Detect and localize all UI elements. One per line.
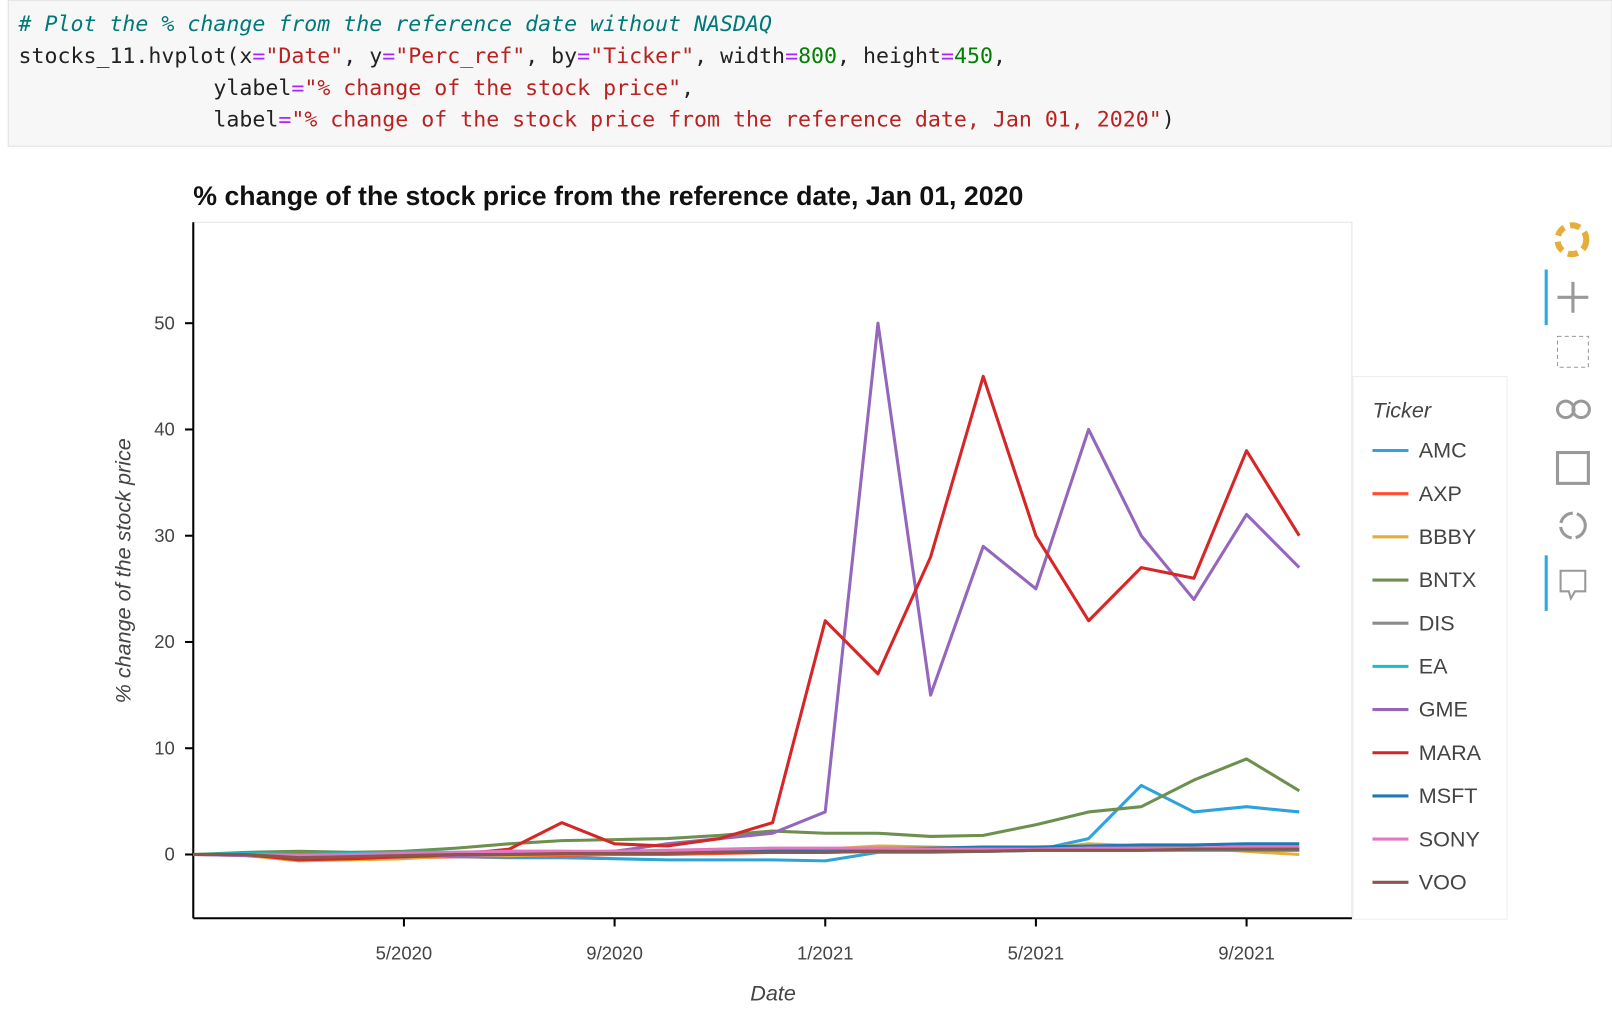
y-axis-label: % change of the stock price [111,438,136,703]
legend-label: DIS [1419,610,1455,635]
legend-label: MARA [1419,740,1482,765]
series-line [193,845,1300,858]
bokeh-logo[interactable] [1554,222,1590,258]
plot-area [192,221,1353,919]
chart-title: % change of the stock price from the ref… [193,181,1023,211]
legend-label: SONY [1419,826,1480,851]
pan-tool[interactable] [1557,281,1589,313]
code-cell [7,0,1612,147]
y-tick-label: 0 [164,844,174,865]
y-tick-label: 10 [154,737,175,758]
y-tick-label: 50 [154,312,175,333]
y-tick-label: 30 [154,525,175,546]
reset-tool[interactable] [1559,511,1587,540]
save-tool[interactable] [1555,450,1590,485]
code-line: label="% change of the stock price from … [19,108,1175,133]
wheel-zoom-tool-2 [1571,399,1591,420]
legend-label: BBBY [1419,524,1477,549]
legend-label: AXP [1419,481,1462,506]
x-tick-label: 1/2021 [797,942,854,963]
x-tick-label: 5/2020 [376,942,433,963]
x-tick-label: 9/2021 [1218,942,1275,963]
y-tick-label: 20 [154,631,175,652]
box-zoom-tool[interactable] [1556,335,1589,368]
legend-label: VOO [1419,869,1467,894]
x-axis-label: Date [750,980,796,1005]
toolbar [1544,222,1591,611]
code-line: stocks_11.hvplot(x="Date", y="Perc_ref",… [19,44,1006,69]
legend-title: Ticker [1372,398,1431,423]
legend-label: BNTX [1419,567,1477,592]
y-tick-label: 40 [154,419,175,440]
code-line: ylabel="% change of the stock price", [19,76,695,101]
legend-label: MSFT [1419,783,1478,808]
x-tick-label: 9/2020 [586,942,643,963]
legend-box [1352,375,1508,920]
x-tick-label: 5/2021 [1008,942,1065,963]
legend-label: AMC [1419,438,1467,463]
hover-tool[interactable] [1559,569,1587,602]
legend-label: EA [1419,654,1448,679]
series-line [193,374,1301,862]
series-line [193,847,1300,860]
code-line: # Plot the % change from the reference d… [18,12,772,37]
legend-label: GME [1419,697,1468,722]
